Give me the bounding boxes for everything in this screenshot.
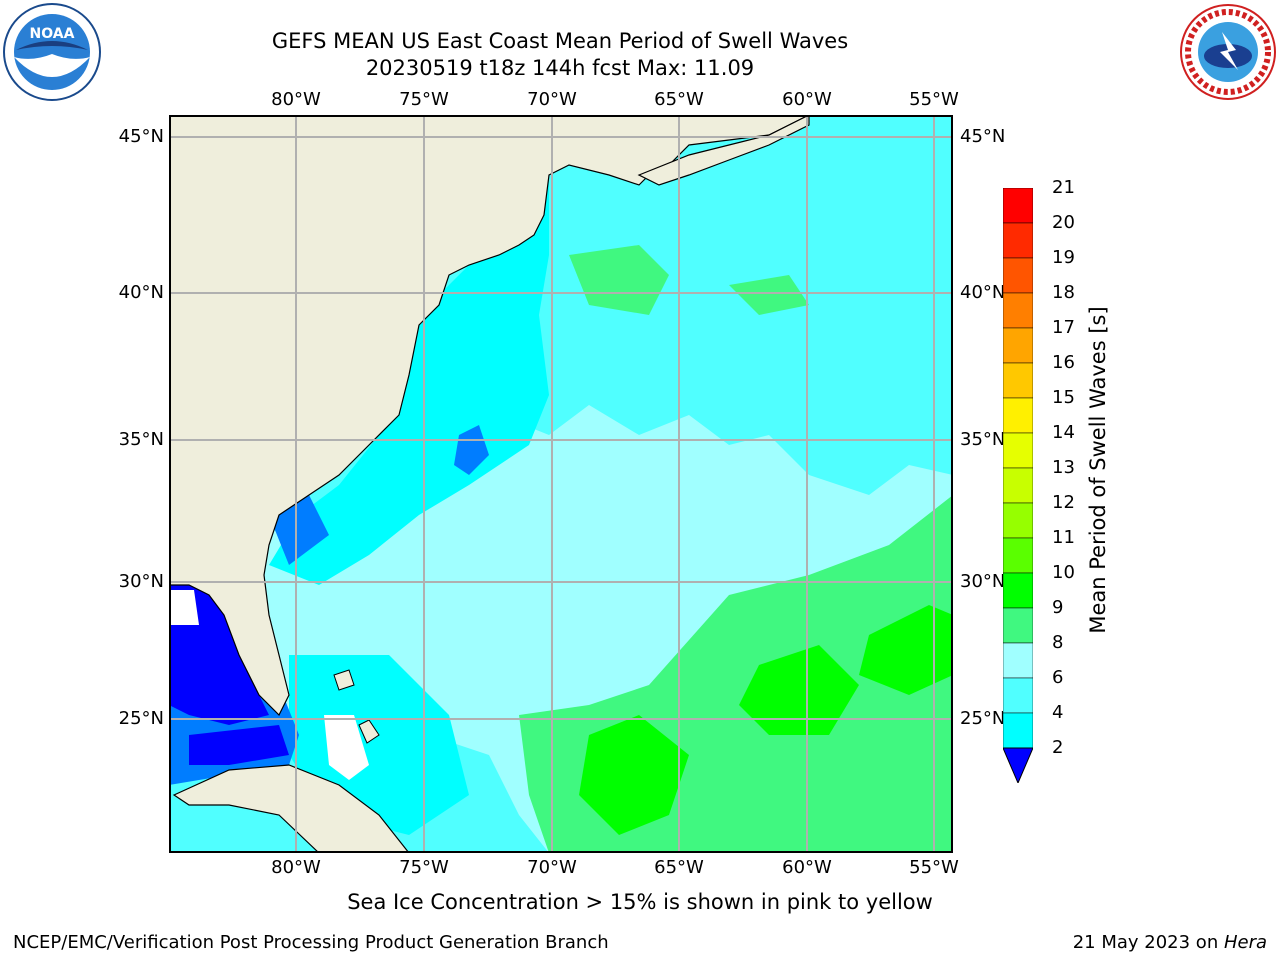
colorbar-segment	[1002, 362, 1034, 399]
lat-right-40n: 40°N	[960, 282, 1006, 303]
contour-green-north	[569, 245, 669, 315]
colorbar-under-triangle	[1002, 747, 1034, 785]
sea-ice-footnote: Sea Ice Concentration > 15% is shown in …	[347, 890, 933, 914]
lon-top-55w: 55°W	[909, 89, 959, 110]
colorbar-tick-label: 14	[1052, 422, 1075, 443]
colorbar-segment	[1002, 607, 1034, 644]
lat-left-40n: 40°N	[118, 282, 164, 303]
contour-blue-atl	[454, 425, 489, 475]
credit-left: NCEP/EMC/Verification Post Processing Pr…	[13, 932, 609, 953]
colorbar-tick-label: 20	[1052, 212, 1075, 233]
colorbar-tick-label: 12	[1052, 492, 1075, 513]
lat-right-35n: 35°N	[960, 429, 1006, 450]
lon-top-60w: 60°W	[782, 89, 832, 110]
colorbar-tick-label: 9	[1052, 597, 1064, 618]
colorbar-segment	[1002, 712, 1034, 749]
lon-top-70w: 70°W	[527, 89, 577, 110]
lat-left-35n: 35°N	[118, 429, 164, 450]
colorbar-segment	[1002, 222, 1034, 259]
credit-machine: Hera	[1223, 932, 1267, 953]
colorbar-tick-label: 8	[1052, 632, 1064, 653]
contour-green-north2	[729, 275, 809, 315]
map-frame	[169, 115, 953, 853]
lat-left-45n: 45°N	[118, 126, 164, 147]
colorbar-segment	[1002, 642, 1034, 679]
lon-bottom-60w: 60°W	[782, 857, 832, 878]
lon-top-65w: 65°W	[654, 89, 704, 110]
lon-bottom-75w: 75°W	[399, 857, 449, 878]
graticule	[169, 115, 953, 853]
credit-date: 21 May 2023 on	[1072, 932, 1224, 953]
nws-logo	[1178, 2, 1278, 102]
colorbar	[1002, 187, 1034, 785]
land-bahamas-2	[358, 719, 380, 744]
shallow-white-gulf	[169, 590, 199, 625]
contour-under-florida-straits	[189, 725, 289, 765]
lat-left-25n: 25°N	[118, 708, 164, 729]
shallow-white-bahamas	[324, 715, 369, 780]
colorbar-tick-label: 4	[1052, 702, 1064, 723]
lon-bottom-70w: 70°W	[527, 857, 577, 878]
colorbar-tick-label: 19	[1052, 247, 1075, 268]
contour-aqua-coast	[269, 175, 549, 585]
map-panel	[168, 114, 953, 854]
contour-brightgreen-3	[859, 605, 953, 695]
colorbar-segment	[1002, 397, 1034, 434]
lat-right-30n: 30°N	[960, 571, 1006, 592]
lat-right-45n: 45°N	[960, 126, 1006, 147]
colorbar-segment	[1002, 572, 1034, 609]
lat-right-25n: 25°N	[960, 708, 1006, 729]
chart-title: GEFS MEAN US East Coast Mean Period of S…	[271, 29, 849, 53]
colorbar-tick-label: 11	[1052, 527, 1075, 548]
lon-bottom-55w: 55°W	[909, 857, 959, 878]
colorbar-segment	[1002, 292, 1034, 329]
svg-text:NOAA: NOAA	[30, 26, 75, 42]
colorbar-segment	[1002, 677, 1034, 714]
colorbar-segment	[1002, 257, 1034, 294]
colorbar-segment	[1002, 502, 1034, 539]
lon-top-80w: 80°W	[271, 89, 321, 110]
contour-brightgreen-1	[579, 715, 689, 835]
colorbar-tick-label: 15	[1052, 387, 1075, 408]
colorbar-segment	[1002, 432, 1034, 469]
lon-bottom-80w: 80°W	[271, 857, 321, 878]
colorbar-segment	[1002, 467, 1034, 504]
colorbar-segment	[1002, 327, 1034, 364]
chart-subtitle: 20230519 t18z 144h fcst Max: 11.09	[365, 56, 755, 80]
colorbar-segment	[1002, 187, 1034, 224]
contour-brightgreen-2	[739, 645, 859, 735]
noaa-logo: NOAA	[2, 2, 102, 102]
lon-top-75w: 75°W	[399, 89, 449, 110]
colorbar-tick-label: 21	[1052, 177, 1075, 198]
contour-blue-coast	[269, 495, 329, 565]
colorbar-tick-label: 6	[1052, 667, 1064, 688]
colorbar-tick-label: 13	[1052, 457, 1075, 478]
credit-right: 21 May 2023 on Hera	[1073, 932, 1267, 953]
lat-left-30n: 30°N	[118, 571, 164, 592]
colorbar-tick-label: 2	[1052, 737, 1064, 758]
land-bahamas-1	[333, 669, 355, 691]
colorbar-tick-label: 17	[1052, 317, 1075, 338]
lon-bottom-65w: 65°W	[654, 857, 704, 878]
colorbar-label: Mean Period of Swell Waves [s]	[1086, 306, 1110, 634]
colorbar-tick-label: 16	[1052, 352, 1075, 373]
colorbar-tick-label: 18	[1052, 282, 1075, 303]
colorbar-tick-label: 10	[1052, 562, 1075, 583]
colorbar-segment	[1002, 537, 1034, 574]
